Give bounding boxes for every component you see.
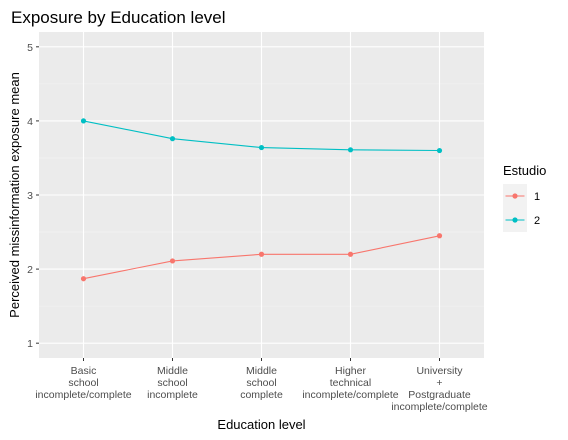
data-point xyxy=(80,276,87,282)
x-tick-label-line: Basic xyxy=(71,365,97,377)
y-tick-label: 4 xyxy=(27,116,33,128)
y-axis-title: Perceived missinformation exposure mean xyxy=(7,72,22,318)
x-tick-label-line: Postgraduate xyxy=(408,389,471,401)
x-tick-label-line: incomplete xyxy=(147,389,198,401)
x-tick-label-line: Higher xyxy=(335,365,366,377)
legend-key-point xyxy=(512,217,518,223)
y-tick-label: 3 xyxy=(27,190,33,202)
legend-label: 2 xyxy=(534,215,540,227)
x-tick-label-line: school xyxy=(246,377,276,389)
x-tick-label-line: University xyxy=(416,365,463,377)
x-tick-label-line: + xyxy=(436,377,442,389)
legend: Estudio 1 2 xyxy=(503,163,546,232)
y-axis-ticks: 1 2 3 4 5 xyxy=(27,42,39,350)
data-point xyxy=(347,251,354,257)
data-point xyxy=(436,233,443,239)
x-tick-label-line: incomplete/complete xyxy=(391,401,487,413)
y-tick-label: 5 xyxy=(27,42,33,54)
x-tick-label: Basic school incomplete/complete xyxy=(35,365,131,401)
x-tick-label: Middle school complete xyxy=(240,365,283,401)
gridlines xyxy=(39,32,484,358)
x-tick-label: University + Postgraduate incomplete/comple… xyxy=(391,365,487,413)
legend-key-point xyxy=(512,193,518,199)
x-tick-label-line: school xyxy=(157,377,187,389)
x-tick-label-line: incomplete/complete xyxy=(35,389,131,401)
series-2 xyxy=(80,118,443,154)
x-tick-label-line: technical xyxy=(330,377,371,389)
data-point xyxy=(258,251,265,257)
legend-label: 1 xyxy=(534,191,540,203)
series-layer xyxy=(80,118,443,282)
x-tick-label-line: complete xyxy=(240,389,283,401)
data-point xyxy=(347,147,354,153)
x-tick-label-line: Middle xyxy=(157,365,188,377)
x-axis-title: Education level xyxy=(217,417,305,432)
series-1 xyxy=(80,233,443,282)
data-point xyxy=(258,144,265,151)
data-point xyxy=(80,118,87,124)
chart-title: Exposure by Education level xyxy=(11,8,226,27)
x-tick-label: Middle school incomplete xyxy=(147,365,198,401)
x-tick-label-line: school xyxy=(68,377,98,389)
data-point xyxy=(436,147,443,154)
legend-title: Estudio xyxy=(503,163,546,178)
y-tick-label: 2 xyxy=(27,264,33,276)
data-point xyxy=(169,136,176,142)
x-tick-label-line: incomplete/complete xyxy=(302,389,398,401)
x-tick-label-line: Middle xyxy=(246,365,277,377)
data-point xyxy=(169,258,176,264)
y-tick-label: 1 xyxy=(27,338,33,350)
x-tick-label: Higher technical incomplete/complete xyxy=(302,365,398,401)
